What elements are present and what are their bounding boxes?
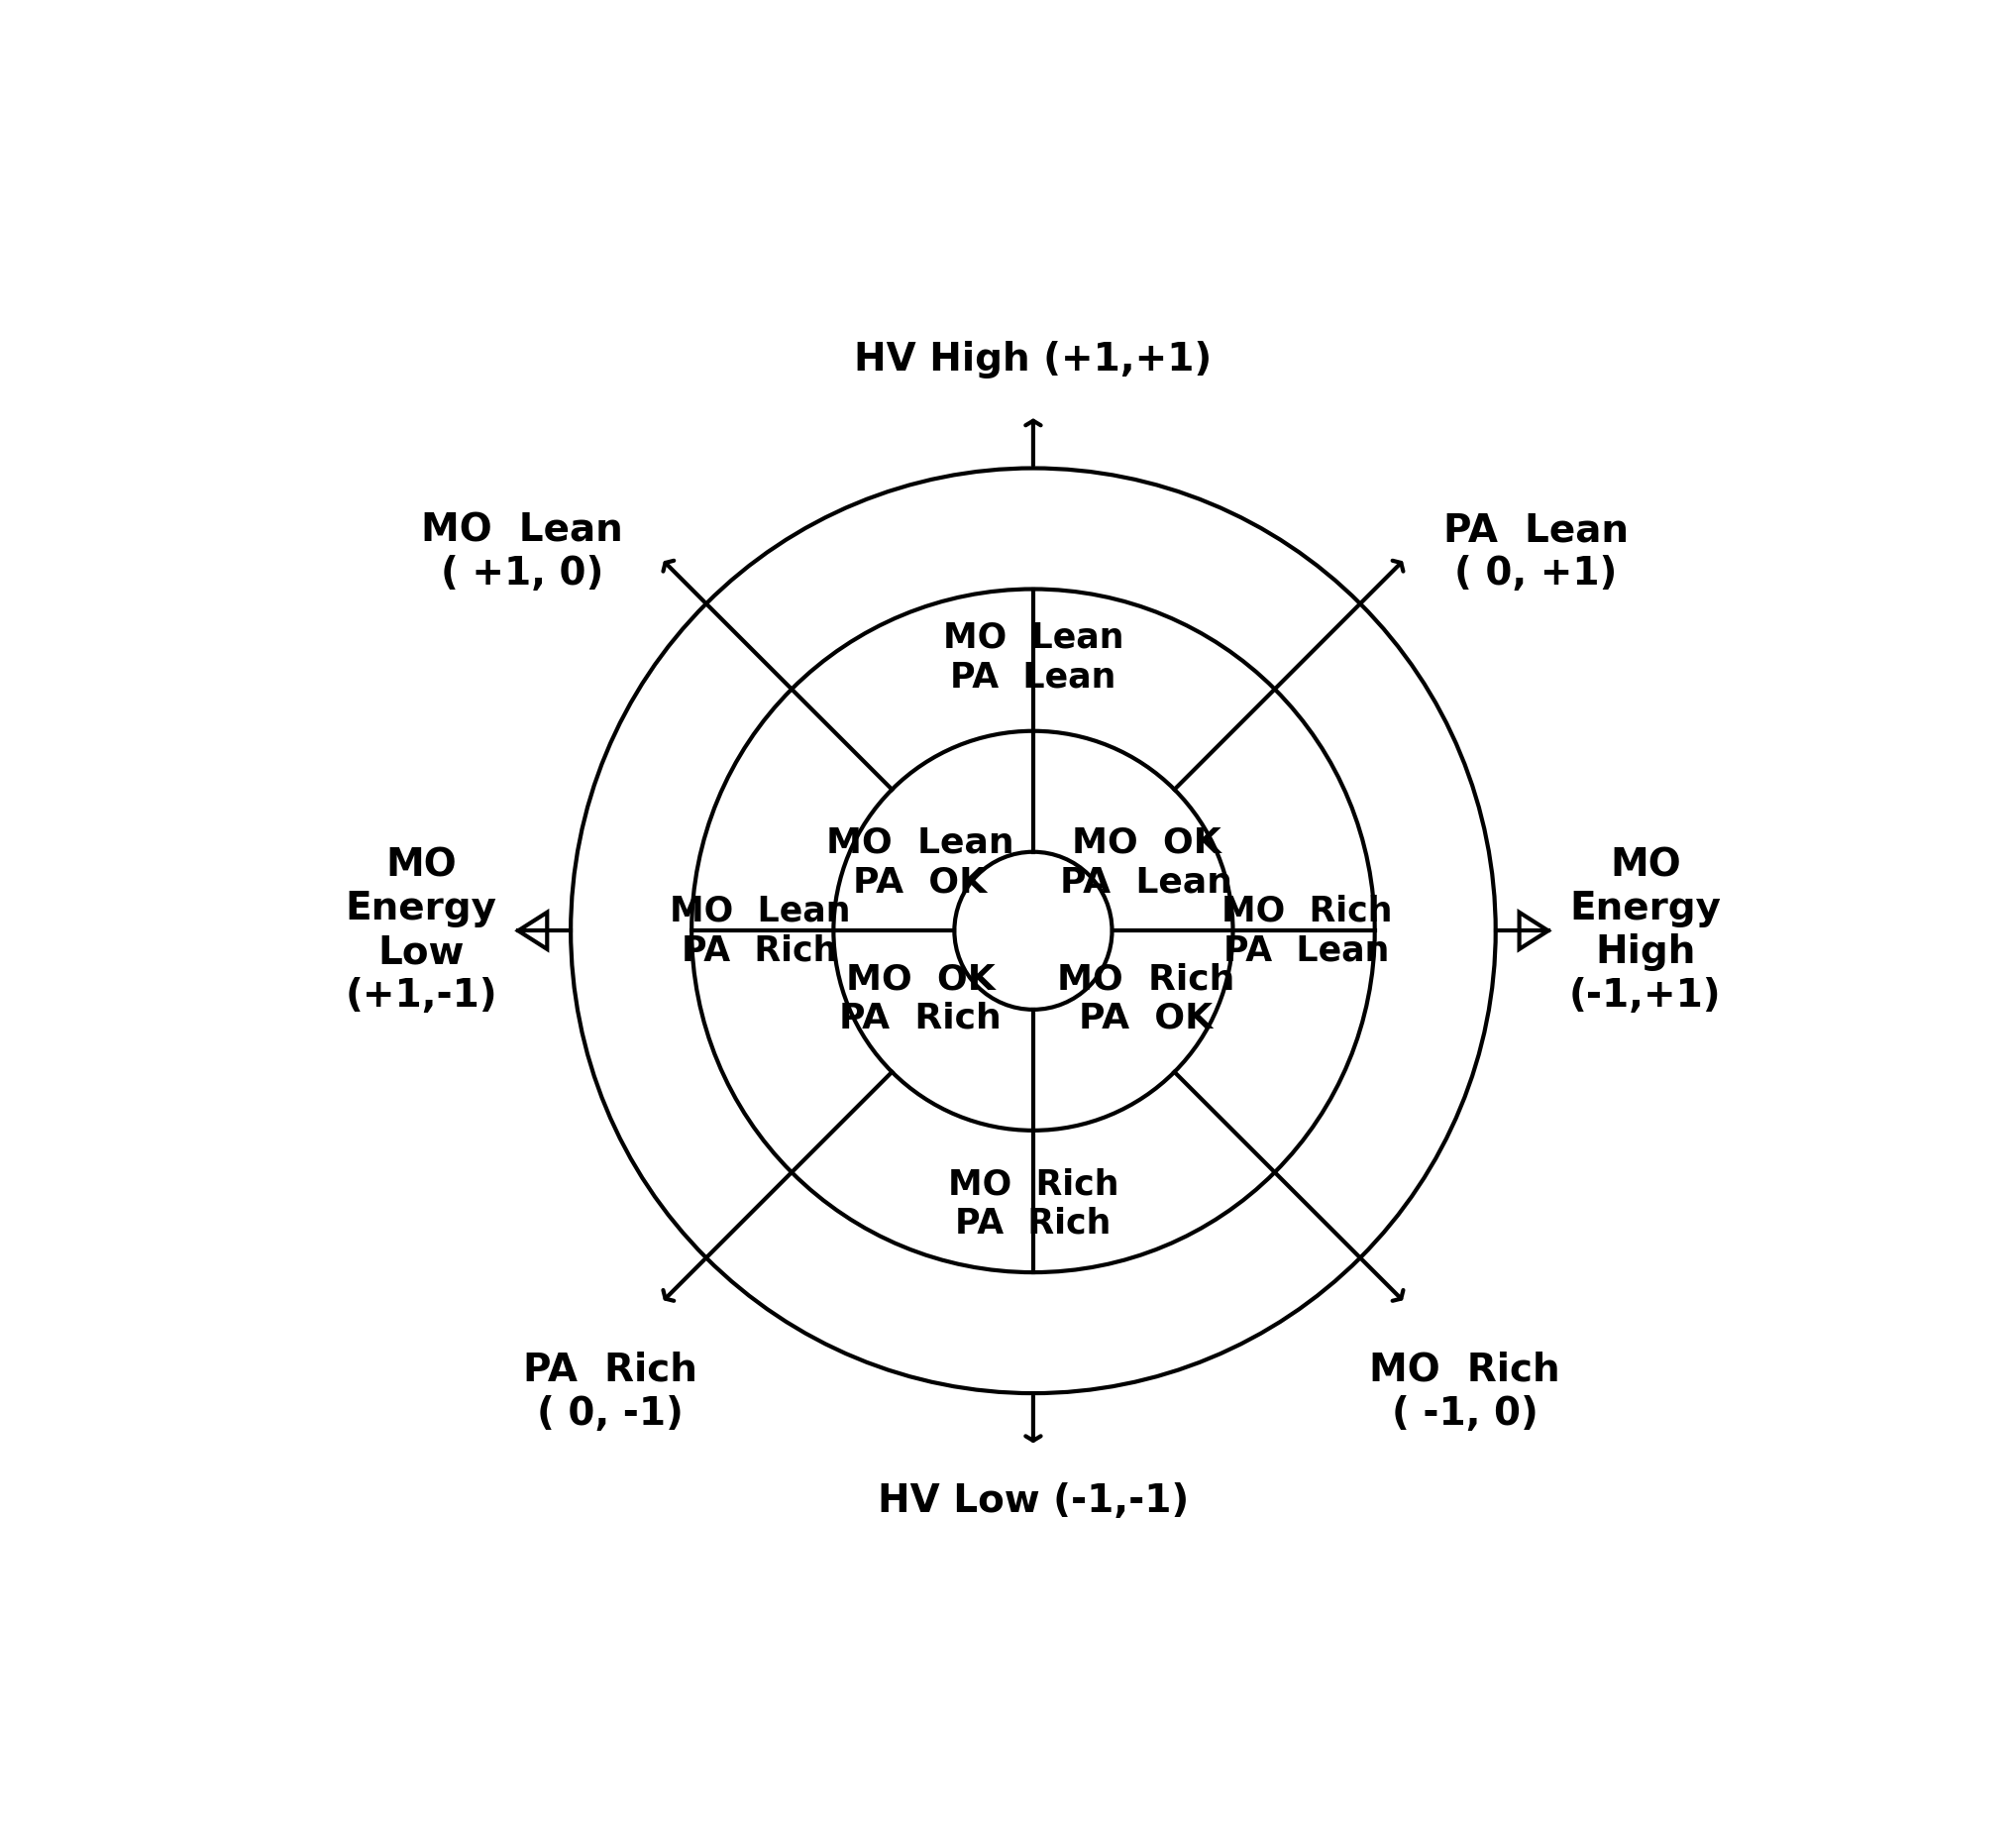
Text: MO  Rich
PA  OK: MO Rich PA OK — [1056, 962, 1236, 1036]
Text: MO  OK
PA  Lean: MO OK PA Lean — [1060, 826, 1232, 899]
Text: MO  Lean
PA  Rich: MO Lean PA Rich — [669, 894, 851, 968]
Text: MO  Rich
PA  Lean: MO Rich PA Lean — [1222, 894, 1391, 968]
Text: MO  Lean
PA  OK: MO Lean PA OK — [827, 826, 1014, 899]
Text: HV High (+1,+1): HV High (+1,+1) — [855, 341, 1212, 380]
Text: MO  Rich
PA  Rich: MO Rich PA Rich — [948, 1168, 1119, 1240]
Text: PA  Rich
( 0, -1): PA Rich ( 0, -1) — [522, 1351, 698, 1432]
Text: MO  OK
PA  Rich: MO OK PA Rich — [839, 962, 1002, 1036]
Text: MO  Lean
( +1, 0): MO Lean ( +1, 0) — [421, 512, 623, 593]
Text: MO  Lean
PA  Lean: MO Lean PA Lean — [943, 621, 1123, 693]
Text: HV Low (-1,-1): HV Low (-1,-1) — [877, 1482, 1189, 1520]
Text: MO
Energy
Low
(+1,-1): MO Energy Low (+1,-1) — [345, 846, 498, 1015]
Text: MO
Energy
High
(-1,+1): MO Energy High (-1,+1) — [1568, 846, 1722, 1015]
Text: MO  Rich
( -1, 0): MO Rich ( -1, 0) — [1369, 1351, 1560, 1432]
Text: PA  Lean
( 0, +1): PA Lean ( 0, +1) — [1443, 512, 1629, 593]
